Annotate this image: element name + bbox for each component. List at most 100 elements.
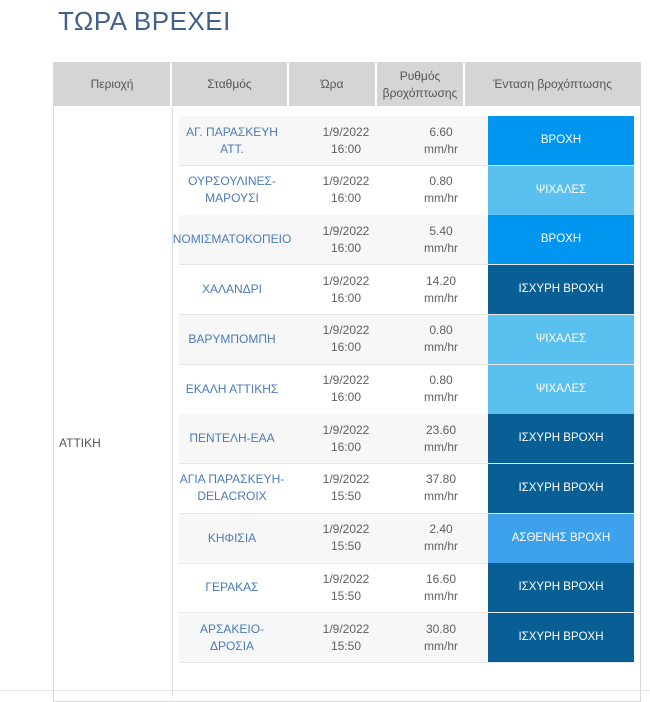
intensity-badge: ΨΙΧΑΛΕΣ: [488, 364, 634, 414]
region-cell: ΑΤΤΙΚΗ: [54, 107, 173, 697]
date-value: 1/9/2022: [322, 273, 370, 288]
hour-value: 15:50: [330, 489, 362, 504]
station-name[interactable]: ΒΑΡΥΜΠΟΜΠΗ: [188, 331, 276, 346]
rate-cell: 23.60 mm/hr: [391, 414, 491, 463]
rate-unit: mm/hr: [424, 340, 458, 355]
date-value: 1/9/2022: [322, 472, 370, 487]
hour-value: 16:00: [330, 340, 362, 355]
table-row: ΓΕΡΑΚΑΣ 1/9/2022 15:50 16.60 mm/hr ΙΣΧΥΡΗ ΒΡΟ…: [179, 563, 634, 614]
rate-value: 6.60: [429, 124, 453, 139]
time-cell: 1/9/2022 16:00: [301, 365, 391, 414]
date-value: 1/9/2022: [322, 522, 370, 537]
rate-cell: 6.60 mm/hr: [391, 116, 491, 165]
table-row: ΝΟΜΙΣΜΑΤΟΚΟΠΕΙΟ 1/9/2022 16:00 5.40 mm/hr ΒΡΟ…: [172, 215, 634, 266]
intensity-badge: ΒΡΟΧΗ: [488, 215, 634, 265]
intensity-badge: ΙΣΧΥΡΗ ΒΡΟΧΗ: [488, 563, 634, 613]
bottom-divider: [0, 690, 650, 691]
hour-value: 15:50: [330, 539, 362, 554]
date-value: 1/9/2022: [322, 571, 370, 586]
station-name[interactable]: ΚΗΦΙΣΙΑ: [207, 530, 257, 545]
table-row: ΑΓ. ΠΑΡΑΣΚΕΥΗ ΑΤΤ. 1/9/2022 16:00 6.60 mm/hr…: [179, 116, 634, 166]
rate-unit: mm/hr: [424, 240, 458, 255]
header-rate: Ρυθμός βροχόπτωσης: [377, 63, 465, 106]
station-name[interactable]: ΑΡΣΑΚΕΙΟ-ΔΡΟΣΙΑ: [199, 621, 265, 653]
header-region: Περιοχή: [54, 63, 172, 106]
rate-unit: mm/hr: [424, 489, 458, 504]
hour-value: 16:00: [330, 141, 362, 156]
station-name[interactable]: ΑΓΙΑ ΠΑΡΑΣΚΕΥΗ-DELACROIX: [179, 472, 285, 504]
rain-table: Περιοχή Σταθμός Ώρα Ρυθμός βροχόπτωσης Έ…: [53, 62, 641, 702]
intensity-badge: ΙΣΧΥΡΗ ΒΡΟΧΗ: [488, 265, 634, 315]
intensity-badge: ΙΣΧΥΡΗ ΒΡΟΧΗ: [488, 463, 634, 513]
rate-cell: 5.40 mm/hr: [391, 215, 491, 264]
rate-value: 5.40: [429, 223, 453, 238]
table-row: ΚΗΦΙΣΙΑ 1/9/2022 15:50 2.40 mm/hr ΑΣΘΕΝΗΣ ΒΡΟ…: [179, 513, 634, 564]
station-name[interactable]: ΕΚΑΛΗ ΑΤΤΙΚΗΣ: [185, 381, 279, 396]
station-name[interactable]: ΝΟΜΙΣΜΑΤΟΚΟΠΕΙΟ: [172, 232, 292, 247]
hour-value: 16:00: [330, 390, 362, 404]
time-cell: 1/9/2022 15:50: [301, 613, 391, 662]
hour-value: 15:50: [330, 638, 362, 653]
date-value: 1/9/2022: [322, 373, 370, 387]
rate-cell: 0.80 mm/hr: [391, 315, 491, 364]
date-value: 1/9/2022: [322, 223, 370, 238]
hour-value: 16:00: [330, 191, 362, 206]
hour-value: 16:00: [330, 240, 362, 255]
rate-unit: mm/hr: [424, 390, 458, 404]
rate-value: 23.60: [425, 422, 457, 437]
rate-value: 0.80: [429, 174, 453, 189]
intensity-badge: ΒΡΟΧΗ: [488, 116, 634, 165]
date-value: 1/9/2022: [322, 323, 370, 338]
rate-value: 0.80: [429, 373, 453, 387]
station-name[interactable]: ΟΥΡΣΟΥΛΙΝΕΣ-ΜΑΡΟΥΣΙ: [188, 174, 276, 206]
rate-unit: mm/hr: [424, 141, 458, 156]
page-title: ΤΩΡΑ ΒΡΕΧΕΙ: [58, 6, 231, 36]
rate-value: 30.80: [425, 621, 457, 636]
date-value: 1/9/2022: [322, 621, 370, 636]
rate-cell: 16.60 mm/hr: [391, 563, 491, 612]
time-cell: 1/9/2022 16:00: [301, 215, 391, 264]
rate-unit: mm/hr: [424, 439, 458, 454]
table-row: ΒΑΡΥΜΠΟΜΠΗ 1/9/2022 16:00 0.80 mm/hr ΨΙΧΑΛΕΣ: [179, 314, 634, 365]
rate-value: 2.40: [429, 522, 453, 537]
hour-value: 16:00: [330, 290, 362, 305]
hour-value: 16:00: [330, 439, 362, 454]
rate-unit: mm/hr: [424, 191, 458, 206]
rate-cell: 30.80 mm/hr: [391, 613, 491, 662]
rate-unit: mm/hr: [424, 588, 458, 603]
time-cell: 1/9/2022 15:50: [301, 514, 391, 563]
time-cell: 1/9/2022 16:00: [301, 315, 391, 364]
station-name[interactable]: ΑΓ. ΠΑΡΑΣΚΕΥΗ ΑΤΤ.: [186, 124, 278, 156]
intensity-badge: ΨΙΧΑΛΕΣ: [488, 314, 634, 364]
rate-cell: 37.80 mm/hr: [391, 464, 491, 513]
table-header-row: Περιοχή Σταθμός Ώρα Ρυθμός βροχόπτωσης Έ…: [54, 63, 640, 106]
table-row: ΕΚΑΛΗ ΑΤΤΙΚΗΣ 1/9/2022 16:00 0.80 mm/hr ΨΙΧΑΛ…: [179, 364, 634, 415]
rate-value: 16.60: [425, 571, 457, 586]
time-cell: 1/9/2022 16:00: [301, 414, 391, 463]
rate-unit: mm/hr: [424, 290, 458, 305]
table-row: ΧΑΛΑΝΔΡΙ 1/9/2022 16:00 14.20 mm/hr ΙΣΧΥΡΗ ΒΡ…: [179, 265, 634, 316]
intensity-badge: ΑΣΘΕΝΗΣ ΒΡΟΧΗ: [488, 513, 634, 563]
table-row: ΑΓΙΑ ΠΑΡΑΣΚΕΥΗ-DELACROIX 1/9/2022 15:50 37.…: [179, 463, 634, 514]
intensity-badge: ΙΣΧΥΡΗ ΒΡΟΧΗ: [488, 613, 634, 662]
station-name[interactable]: ΧΑΛΑΝΔΡΙ: [201, 282, 263, 297]
time-cell: 1/9/2022 16:00: [301, 265, 391, 314]
rate-value: 0.80: [429, 323, 453, 338]
intensity-badge: ΨΙΧΑΛΕΣ: [488, 165, 634, 215]
time-cell: 1/9/2022 15:50: [301, 563, 391, 612]
station-name[interactable]: ΓΕΡΑΚΑΣ: [205, 580, 259, 595]
station-name[interactable]: ΠΕΝΤΕΛΗ-ΕΑΑ: [189, 431, 275, 446]
rate-cell: 14.20 mm/hr: [391, 265, 491, 314]
rate-value: 14.20: [425, 273, 457, 288]
rate-cell: 0.80 mm/hr: [391, 365, 491, 414]
time-cell: 1/9/2022 16:00: [301, 166, 391, 215]
date-value: 1/9/2022: [322, 124, 370, 139]
time-cell: 1/9/2022 16:00: [301, 116, 391, 165]
rate-cell: 0.80 mm/hr: [391, 166, 491, 215]
intensity-badge: ΙΣΧΥΡΗ ΒΡΟΧΗ: [488, 414, 634, 464]
rate-unit: mm/hr: [424, 638, 458, 653]
rate-cell: 2.40 mm/hr: [391, 514, 491, 563]
date-value: 1/9/2022: [322, 174, 370, 189]
region-label: ΑΤΤΙΚΗ: [59, 436, 101, 450]
header-time: Ώρα: [289, 63, 377, 106]
